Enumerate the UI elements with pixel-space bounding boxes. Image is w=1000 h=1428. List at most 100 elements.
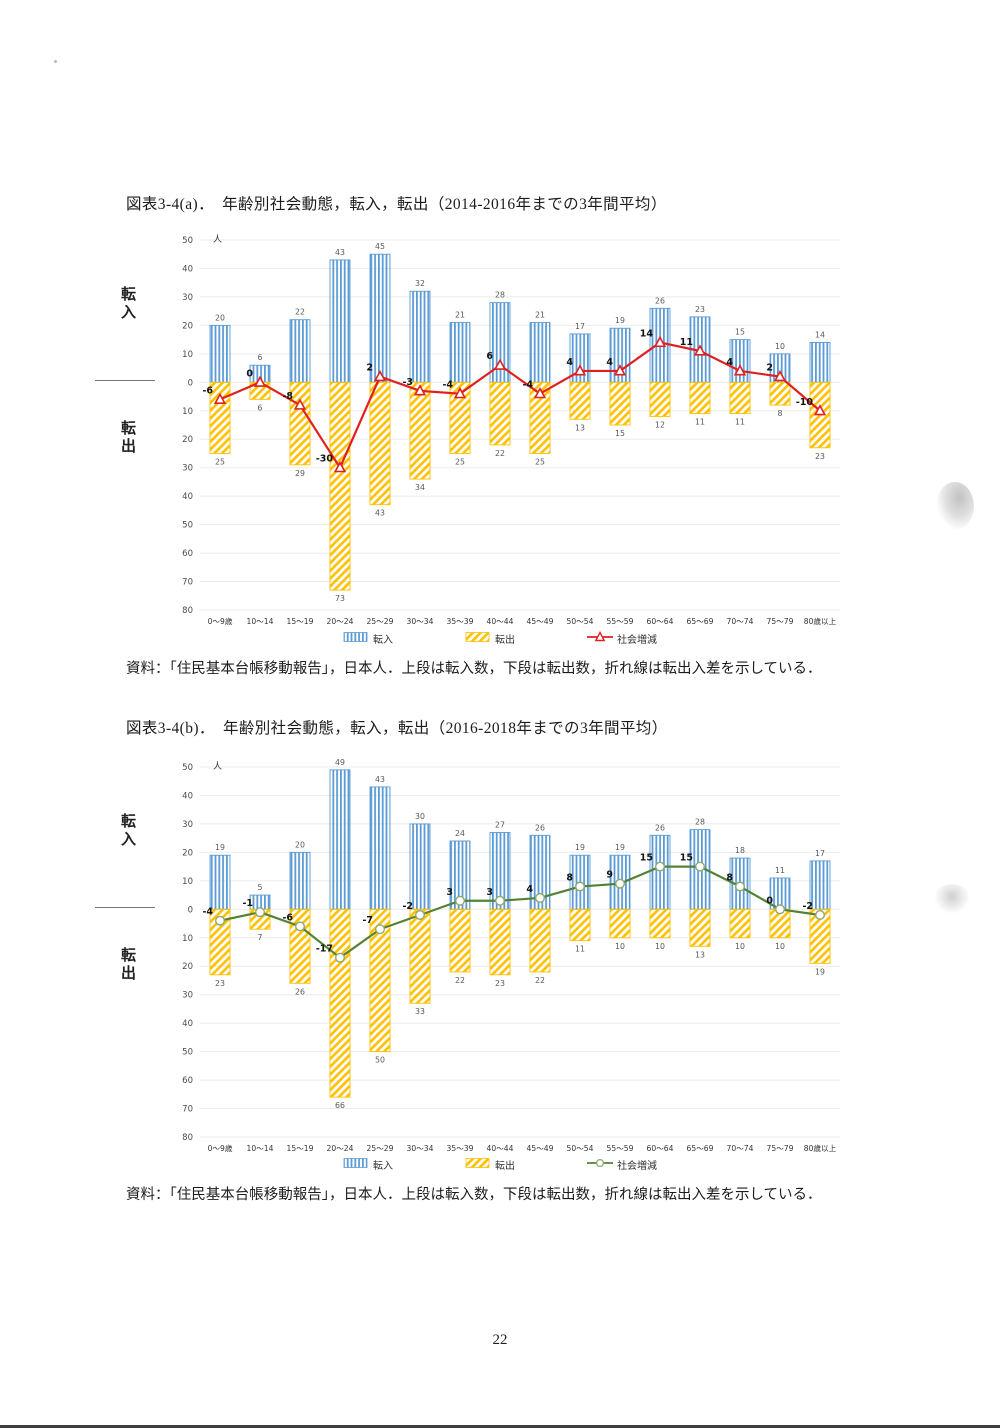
svg-text:65〜69: 65〜69: [687, 1144, 714, 1153]
svg-text:22: 22: [495, 449, 505, 458]
legend-a-inflow-label: 転入: [373, 635, 393, 646]
svg-text:13: 13: [695, 950, 705, 959]
svg-text:55〜59: 55〜59: [607, 617, 634, 626]
svg-text:8: 8: [778, 409, 783, 418]
svg-text:0: 0: [766, 895, 773, 906]
figure-a-outflow-side-label: 転出: [119, 420, 136, 456]
svg-text:60〜64: 60〜64: [647, 617, 674, 626]
svg-text:29: 29: [295, 469, 305, 478]
svg-text:11: 11: [775, 866, 785, 875]
figure-b-outflow-side-label: 転出: [119, 947, 136, 983]
svg-text:6: 6: [258, 353, 263, 362]
svg-text:11: 11: [695, 418, 705, 427]
svg-text:-17: -17: [316, 944, 333, 955]
svg-text:21: 21: [455, 311, 465, 320]
svg-text:10: 10: [775, 942, 785, 951]
figure-a-title: 図表3-4(a)． 年齢別社会動態，転入，転出（2014-2016年までの3年間…: [126, 196, 667, 213]
svg-text:3: 3: [486, 887, 493, 898]
svg-text:26: 26: [655, 823, 665, 832]
svg-text:30: 30: [182, 820, 193, 830]
svg-text:30: 30: [182, 464, 193, 474]
svg-text:18: 18: [735, 846, 745, 855]
svg-text:8: 8: [566, 873, 573, 884]
legend-a-net-change: 社会増減: [587, 630, 657, 646]
figure-a-chart: 転入 転出 50 40 30 20 10 0 10 20 30 40 50 60 70 80 人 20 6 22 4…: [95, 228, 875, 632]
svg-text:6: 6: [258, 403, 263, 412]
svg-text:40: 40: [182, 492, 193, 502]
svg-text:80: 80: [182, 606, 193, 616]
svg-text:50: 50: [375, 1056, 385, 1065]
svg-text:34: 34: [415, 483, 425, 492]
svg-text:65〜69: 65〜69: [687, 617, 714, 626]
svg-text:21: 21: [535, 311, 545, 320]
svg-text:50: 50: [182, 1048, 193, 1058]
scan-smudge-artifact: [936, 482, 974, 530]
svg-text:11: 11: [575, 945, 585, 954]
svg-text:75〜79: 75〜79: [767, 1144, 794, 1153]
svg-text:10: 10: [182, 877, 193, 887]
figure-b-chart: 転入 転出 50 40 30 20 10 0 10 20 30 40 50 60 70 80 人 19 5 20 4…: [95, 755, 875, 1159]
legend-a-transfer-out: 転出: [465, 631, 515, 646]
svg-text:19: 19: [615, 316, 625, 325]
svg-text:10: 10: [615, 942, 625, 951]
legend-b-transfer-in: 転入: [343, 1157, 393, 1172]
legend-b-transfer-out: 転出: [465, 1157, 515, 1172]
svg-text:-2: -2: [802, 901, 813, 912]
svg-text:28: 28: [495, 291, 505, 300]
svg-text:-4: -4: [442, 380, 453, 391]
svg-text:60: 60: [182, 549, 193, 559]
svg-text:25〜29: 25〜29: [367, 617, 394, 626]
svg-text:35〜39: 35〜39: [447, 1144, 474, 1153]
figure-b-source-caption: 資料：「住民基本台帳移動報告」，日本人．上段は転入数，下段は転出数，折れ線は転出…: [126, 1187, 822, 1203]
svg-text:0〜9歳: 0〜9歳: [208, 1143, 233, 1153]
inflow-bar-swatch-icon: [343, 1157, 369, 1172]
svg-text:13: 13: [575, 423, 585, 432]
svg-text:17: 17: [815, 849, 825, 858]
svg-text:60〜64: 60〜64: [647, 1144, 674, 1153]
svg-text:23: 23: [495, 979, 505, 988]
figure-b-side-divider: [95, 907, 155, 908]
svg-text:-10: -10: [796, 397, 814, 408]
svg-text:20: 20: [182, 848, 193, 858]
legend-a-net-label: 社会増減: [617, 635, 657, 646]
svg-text:20: 20: [182, 321, 193, 331]
svg-text:15: 15: [640, 853, 653, 864]
svg-text:4: 4: [566, 357, 573, 368]
svg-text:66: 66: [335, 1101, 345, 1110]
svg-text:12: 12: [655, 420, 665, 429]
scan-speck-artifact: [54, 60, 57, 63]
svg-text:55〜59: 55〜59: [607, 1144, 634, 1153]
svg-text:-8: -8: [282, 391, 293, 402]
svg-text:50〜54: 50〜54: [567, 617, 594, 626]
svg-text:4: 4: [526, 884, 533, 895]
svg-text:0: 0: [246, 368, 253, 379]
svg-text:70: 70: [182, 1105, 193, 1115]
svg-text:-30: -30: [316, 454, 334, 465]
svg-text:15〜19: 15〜19: [287, 617, 314, 626]
svg-text:19: 19: [215, 843, 225, 852]
svg-text:-7: -7: [362, 915, 373, 926]
svg-text:20: 20: [295, 840, 305, 849]
svg-text:3: 3: [446, 887, 453, 898]
svg-text:8: 8: [726, 873, 733, 884]
svg-text:22: 22: [455, 976, 465, 985]
legend-a-transfer-in: 転入: [343, 631, 393, 646]
svg-text:19: 19: [575, 843, 585, 852]
page-number: 22: [492, 1332, 508, 1348]
svg-text:25〜29: 25〜29: [367, 1144, 394, 1153]
svg-text:23: 23: [815, 452, 825, 461]
svg-text:4: 4: [726, 357, 733, 368]
svg-text:10: 10: [735, 942, 745, 951]
scan-bottom-edge-artifact: [0, 1425, 1000, 1428]
svg-text:9: 9: [606, 870, 613, 881]
svg-text:28: 28: [695, 818, 705, 827]
svg-text:10〜14: 10〜14: [247, 617, 274, 626]
figure-a-source-caption: 資料：「住民基本台帳移動報告」，日本人．上段は転入数，下段は転出数，折れ線は転出…: [126, 661, 822, 677]
svg-text:14: 14: [640, 328, 654, 339]
svg-text:30〜34: 30〜34: [407, 617, 434, 626]
svg-text:0: 0: [188, 378, 193, 388]
svg-text:40: 40: [182, 264, 193, 274]
svg-text:50: 50: [182, 236, 193, 246]
svg-text:50〜54: 50〜54: [567, 1144, 594, 1153]
svg-text:19: 19: [815, 967, 825, 976]
